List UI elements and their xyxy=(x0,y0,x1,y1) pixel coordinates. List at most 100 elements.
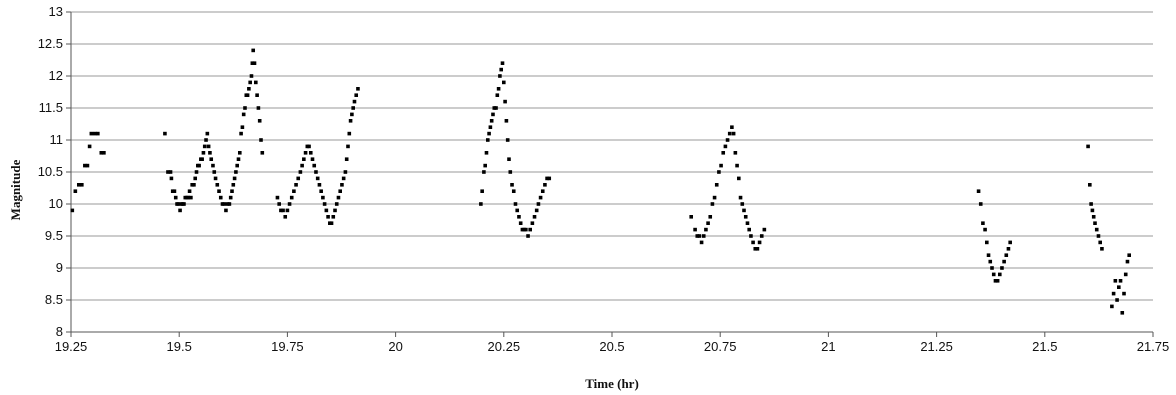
data-point xyxy=(976,189,981,193)
data-point xyxy=(518,221,523,225)
x-tick-label: 20.5 xyxy=(599,339,624,354)
data-point xyxy=(489,119,494,123)
data-point xyxy=(981,221,985,225)
data-point xyxy=(176,202,181,206)
data-point xyxy=(234,170,238,174)
data-point xyxy=(259,138,263,142)
data-point xyxy=(1111,291,1116,296)
data-point xyxy=(755,247,760,251)
y-axis-label: Magnitude xyxy=(8,159,23,220)
data-point xyxy=(194,170,199,174)
data-point xyxy=(538,195,543,200)
data-point xyxy=(498,74,502,78)
data-point xyxy=(235,163,239,168)
data-point xyxy=(721,151,726,155)
data-point xyxy=(193,176,198,181)
data-point xyxy=(322,202,327,206)
data-point xyxy=(189,195,193,200)
data-point xyxy=(211,163,215,168)
data-point xyxy=(740,202,745,206)
data-point xyxy=(187,189,192,193)
data-point xyxy=(331,215,336,219)
data-point xyxy=(186,195,191,200)
data-point xyxy=(985,240,989,245)
data-point xyxy=(1002,259,1006,264)
data-point xyxy=(237,151,242,155)
data-point xyxy=(292,189,296,193)
data-point xyxy=(530,221,535,225)
data-point xyxy=(326,215,330,219)
data-point xyxy=(524,227,528,232)
data-point xyxy=(480,189,484,193)
y-tick-label: 11 xyxy=(50,132,64,147)
data-point xyxy=(1127,253,1131,257)
data-point xyxy=(341,176,346,181)
data-point xyxy=(733,151,738,155)
data-point xyxy=(227,202,232,206)
data-point xyxy=(212,170,217,174)
data-point xyxy=(99,151,104,155)
data-point xyxy=(510,183,514,187)
data-point xyxy=(354,93,359,97)
data-point xyxy=(1110,304,1114,309)
data-point xyxy=(231,183,236,187)
data-point xyxy=(241,112,246,117)
data-point xyxy=(289,195,294,200)
data-point xyxy=(285,208,290,213)
data-point xyxy=(712,195,717,200)
grid xyxy=(71,11,1153,301)
data-point xyxy=(346,144,350,149)
data-point xyxy=(315,176,320,181)
x-tick-label: 20.25 xyxy=(488,339,521,354)
data-point xyxy=(1089,202,1093,206)
data-point xyxy=(1100,247,1104,251)
data-point xyxy=(1120,311,1125,315)
data-point xyxy=(749,234,753,238)
data-point xyxy=(248,80,252,85)
data-point xyxy=(80,183,84,187)
data-point xyxy=(314,170,318,174)
data-point xyxy=(503,99,507,104)
data-point xyxy=(344,157,349,161)
data-point xyxy=(213,176,218,181)
data-point xyxy=(738,195,743,200)
data-point xyxy=(1125,259,1130,264)
data-point xyxy=(991,272,996,277)
data-point xyxy=(356,87,360,91)
data-point xyxy=(296,176,301,181)
data-point xyxy=(515,208,520,213)
data-point xyxy=(988,259,993,264)
data-point xyxy=(283,215,288,219)
data-point xyxy=(254,80,258,85)
data-point xyxy=(742,208,746,213)
data-point xyxy=(70,208,75,213)
data-point xyxy=(319,189,323,193)
data-point xyxy=(1004,253,1009,257)
data-point xyxy=(494,106,498,110)
data-point xyxy=(85,163,90,168)
data-point xyxy=(484,151,489,155)
data-point xyxy=(166,170,170,174)
data-point xyxy=(496,87,501,91)
data-point xyxy=(87,144,92,149)
y-tick-label: 9 xyxy=(56,260,63,275)
data-point xyxy=(173,195,178,200)
data-point xyxy=(1122,291,1126,296)
data-point xyxy=(192,183,196,187)
data-point xyxy=(536,202,541,206)
data-point xyxy=(1118,279,1123,283)
data-point xyxy=(218,195,223,200)
data-point xyxy=(495,93,500,97)
data-point xyxy=(997,272,1002,277)
data-point xyxy=(491,112,495,117)
y-tick-label: 10 xyxy=(49,196,63,211)
data-point xyxy=(730,125,734,129)
data-point xyxy=(76,183,81,187)
data-point xyxy=(993,279,998,283)
data-point xyxy=(169,176,174,181)
data-point xyxy=(737,176,741,181)
data-point xyxy=(547,176,552,181)
data-point xyxy=(287,202,292,206)
data-point xyxy=(230,189,234,193)
data-point xyxy=(710,202,715,206)
